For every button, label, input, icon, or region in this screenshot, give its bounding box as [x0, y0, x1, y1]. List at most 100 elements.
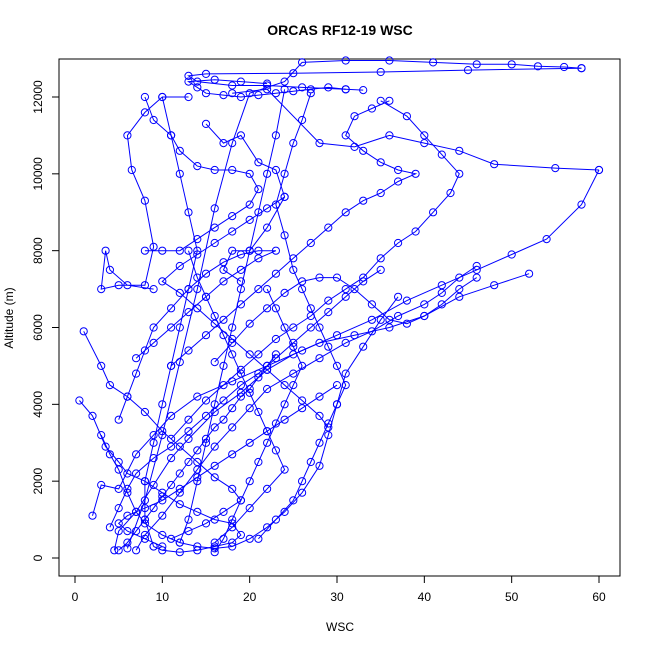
data-point: [75, 396, 84, 405]
data-point: [350, 112, 359, 121]
data-point: [376, 158, 385, 167]
data-point: [210, 461, 219, 470]
data-point: [210, 311, 219, 321]
data-point: [254, 534, 263, 543]
series-line: [144, 96, 259, 252]
data-point: [110, 546, 119, 555]
data-point: [594, 165, 604, 175]
series-17: [210, 273, 481, 367]
data-point: [271, 304, 280, 313]
data-point: [140, 108, 149, 117]
data-point: [228, 450, 237, 459]
data-point: [306, 311, 315, 321]
data-point: [463, 66, 473, 75]
data-point: [123, 511, 132, 520]
data-point: [280, 465, 289, 474]
data-point: [228, 323, 237, 332]
data-point: [429, 208, 438, 217]
data-point: [228, 484, 237, 493]
data-point: [341, 292, 350, 301]
data-point: [201, 292, 211, 301]
y-tick-label: 4000: [31, 391, 45, 418]
data-point: [79, 327, 88, 336]
data-point: [149, 454, 158, 463]
data-point: [167, 454, 176, 463]
data-point: [577, 64, 586, 73]
data-point: [341, 56, 350, 65]
data-point: [193, 457, 202, 467]
plot-frame: [58, 58, 621, 577]
data-point: [219, 91, 228, 100]
data-point: [472, 60, 481, 69]
series-2: [184, 64, 586, 95]
data-point: [359, 277, 368, 286]
data-point: [201, 434, 211, 443]
data-point: [263, 285, 272, 294]
data-point: [88, 411, 97, 420]
x-tick-label: 40: [418, 590, 432, 604]
data-point: [123, 544, 132, 553]
series-7: [110, 269, 534, 555]
series-line: [187, 67, 582, 91]
data-point: [341, 338, 350, 347]
data-point: [298, 58, 307, 67]
data-point: [158, 400, 167, 409]
data-point: [158, 496, 167, 505]
data-point: [271, 131, 280, 140]
data-point: [158, 246, 167, 255]
data-point: [193, 162, 202, 171]
data-point: [254, 158, 263, 167]
data-point: [219, 381, 228, 390]
data-point: [315, 139, 324, 148]
data-point: [210, 223, 219, 232]
data-point: [127, 165, 136, 175]
data-point: [289, 381, 298, 390]
data-point: [306, 238, 315, 248]
data-point: [315, 354, 324, 363]
y-axis: 0 2000 4000 6000 8000 10000 12000: [31, 80, 60, 561]
series-22: [184, 75, 350, 102]
data-point: [228, 89, 237, 98]
series-line: [186, 79, 346, 98]
data-point: [324, 342, 333, 351]
data-point: [289, 87, 298, 96]
data-point: [140, 346, 149, 355]
data-point: [236, 277, 245, 286]
data-point: [158, 277, 167, 286]
data-point: [228, 538, 237, 547]
data-point: [219, 277, 228, 286]
data-point: [114, 504, 123, 513]
series-26: [140, 92, 263, 255]
data-point: [332, 400, 342, 409]
data-point: [175, 469, 184, 478]
data-point: [101, 246, 110, 255]
data-point: [228, 515, 237, 524]
data-point: [175, 538, 184, 547]
data-point: [184, 527, 193, 536]
data-point: [167, 361, 176, 370]
data-point: [97, 480, 106, 490]
data-point: [210, 238, 219, 248]
data-point: [385, 131, 394, 140]
data-point: [132, 369, 141, 378]
data-point: [254, 350, 263, 359]
data-point: [219, 415, 228, 424]
data-point: [394, 177, 403, 186]
data-point: [236, 365, 245, 374]
series-line: [83, 331, 242, 540]
data-point: [298, 404, 307, 413]
data-point: [228, 423, 237, 432]
data-point: [280, 323, 289, 332]
data-point: [324, 308, 333, 317]
data-point: [201, 89, 211, 98]
data-point: [332, 273, 342, 282]
data-point: [201, 119, 211, 129]
series-line: [79, 400, 242, 553]
data-point: [184, 515, 193, 524]
series-line: [126, 60, 582, 549]
data-point: [193, 235, 202, 244]
data-point: [123, 131, 132, 140]
data-point: [210, 423, 219, 432]
data-point: [193, 304, 202, 313]
